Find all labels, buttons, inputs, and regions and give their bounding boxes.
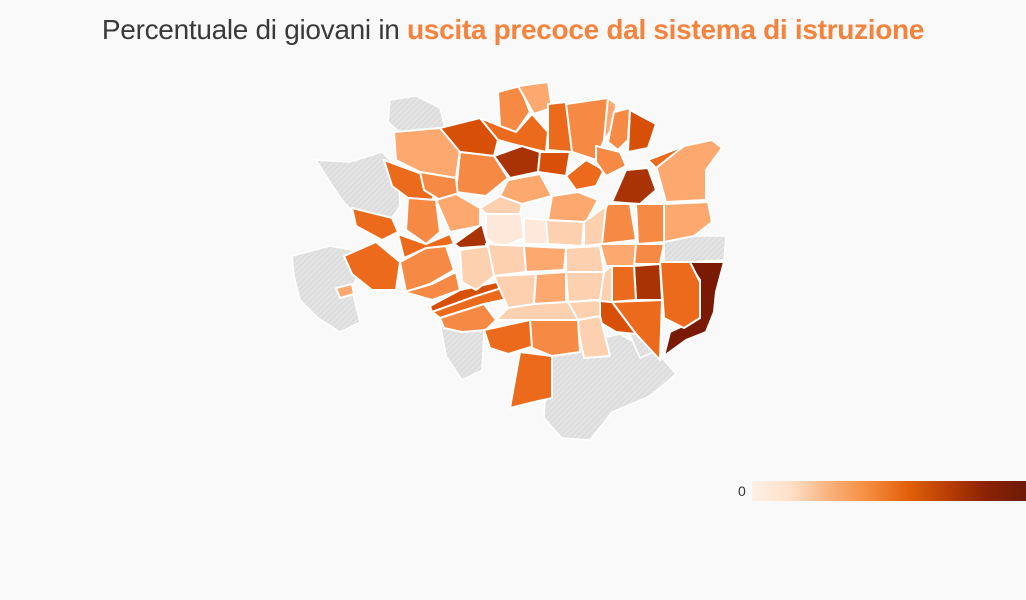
district-e6[interactable] xyxy=(635,203,665,245)
district-w9[interactable] xyxy=(397,233,455,259)
district-c8[interactable] xyxy=(533,271,567,305)
legend-min-label: 0 xyxy=(738,483,746,499)
chart-title: Percentuale di giovani in uscita precoce… xyxy=(0,14,1026,46)
district-e8[interactable] xyxy=(647,145,685,169)
district-ce2[interactable] xyxy=(633,263,663,301)
district-c13[interactable] xyxy=(479,195,523,215)
district-n10[interactable] xyxy=(537,151,571,177)
district-ce3[interactable] xyxy=(611,265,637,303)
district-n16[interactable] xyxy=(595,145,627,177)
district-n3[interactable] xyxy=(439,117,499,157)
district-e5[interactable] xyxy=(611,167,657,205)
district-c14[interactable] xyxy=(583,205,607,247)
district-c12[interactable] xyxy=(547,191,599,223)
no-data-northwest xyxy=(314,151,401,227)
title-prefix: Percentuale di giovani in xyxy=(101,14,407,45)
district-s5[interactable] xyxy=(529,319,581,357)
districts xyxy=(335,81,725,409)
district-c11[interactable] xyxy=(499,173,553,205)
district-c6[interactable] xyxy=(565,245,605,273)
district-s3[interactable] xyxy=(483,319,535,355)
district-w10[interactable] xyxy=(403,271,461,301)
district-e1[interactable] xyxy=(655,139,723,203)
district-c17[interactable] xyxy=(589,265,613,303)
district-w3[interactable] xyxy=(351,207,399,241)
no-data-west xyxy=(291,245,361,333)
district-c5[interactable] xyxy=(523,245,567,273)
district-n5[interactable] xyxy=(497,85,531,133)
district-c7[interactable] xyxy=(493,273,537,309)
district-n14[interactable] xyxy=(627,109,657,153)
district-n13[interactable] xyxy=(607,107,631,151)
district-w6[interactable] xyxy=(343,241,401,291)
district-w1[interactable] xyxy=(405,197,441,245)
district-w4[interactable] xyxy=(435,193,481,233)
district-n15[interactable] xyxy=(565,159,605,191)
legend-gradient-bar xyxy=(752,481,1026,501)
title-highlight: uscita precoce dal sistema di istruzione xyxy=(407,14,925,45)
district-c3[interactable] xyxy=(545,219,585,247)
no-data-south xyxy=(539,333,678,441)
district-ce4[interactable] xyxy=(599,243,637,267)
district-c16[interactable] xyxy=(495,301,579,321)
district-c10[interactable] xyxy=(459,245,495,291)
district-s6[interactable] xyxy=(509,351,553,409)
legend: 0 xyxy=(738,481,1026,501)
district-c2[interactable] xyxy=(523,217,549,245)
district-e7[interactable] xyxy=(659,261,701,329)
district-w8[interactable] xyxy=(335,283,355,299)
district-ce1[interactable] xyxy=(633,243,665,265)
district-c9[interactable] xyxy=(565,271,605,303)
